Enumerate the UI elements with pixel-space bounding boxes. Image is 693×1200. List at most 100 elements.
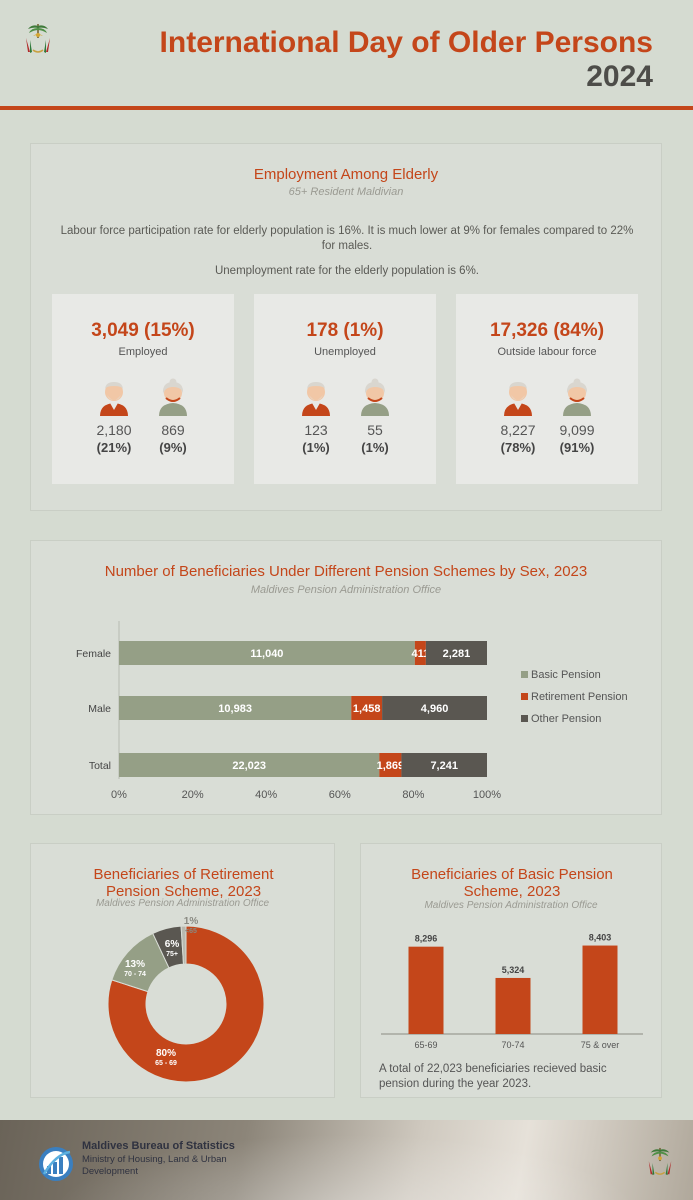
- data-label: 10,983: [218, 703, 252, 715]
- bureau-of-statistics-logo-icon: [39, 1147, 73, 1181]
- donut-slice: [180, 925, 187, 965]
- data-label: 5,324: [502, 965, 525, 975]
- employment-subtitle: 65+ Resident Maldivian: [288, 186, 404, 198]
- employment-panel: Employment Among Elderly 65+ Resident Ma…: [30, 143, 662, 511]
- legend-label: Basic Pension: [531, 669, 601, 681]
- x-tick-label: 40%: [255, 789, 277, 801]
- x-tick-label: 0%: [111, 789, 127, 801]
- basic-pension-bar-chart: 8,296 65-69 5,324 70-74 8,403 75 & over: [381, 933, 643, 1050]
- retirement-pension-panel: Beneficiaries of Retirement Pension Sche…: [30, 843, 335, 1098]
- page-header: International Day of Older Persons 2024: [0, 0, 693, 112]
- employed-female-pct: (9%): [159, 440, 187, 455]
- maldives-emblem-icon: [648, 1147, 672, 1176]
- elderly-man-icon: [302, 382, 330, 416]
- slice-pct-label: 1%: [184, 916, 199, 927]
- bar: [582, 945, 618, 1034]
- pension-schemes-panel: Number of Beneficiaries Under Different …: [30, 540, 662, 815]
- data-label: 7,241: [430, 760, 458, 772]
- slice-pct-label: 80%: [156, 1048, 176, 1059]
- maldives-emblem-icon: [26, 24, 50, 53]
- slice-pct-label: 6%: [165, 939, 180, 950]
- legend-swatch: [521, 715, 528, 722]
- category-label: Male: [88, 703, 111, 715]
- elderly-man-icon: [504, 382, 532, 416]
- employed-total: 3,049 (15%): [91, 320, 195, 341]
- elderly-woman-icon: [159, 378, 187, 416]
- outside-labour-force-total: 17,326 (84%): [489, 320, 605, 341]
- pension-chart-subtitle: Maldives Pension Administration Office: [250, 584, 442, 596]
- bar-segment: [414, 641, 426, 665]
- employed-female-count: 869: [161, 422, 185, 438]
- bar-segment: [379, 753, 402, 777]
- bar-segment: [401, 753, 487, 777]
- legend-swatch: [521, 693, 528, 700]
- outside-female-pct: (91%): [559, 440, 595, 455]
- bar-segment: [351, 696, 383, 720]
- unemployed-male-pct: (1%): [302, 440, 330, 455]
- data-label: 11,040: [250, 648, 283, 660]
- page-footer: Maldives Bureau of Statistics Ministry o…: [0, 1120, 693, 1200]
- slice-category-label: 65 - 69: [155, 1060, 177, 1067]
- retirement-chart-subtitle: Maldives Pension Administration Office: [95, 898, 270, 909]
- data-label: 1,458: [353, 703, 381, 715]
- bar-segment: [119, 641, 415, 665]
- data-label: 4,960: [421, 703, 449, 715]
- unemployed-female-pct: (1%): [361, 440, 389, 455]
- employed-label: Employed: [118, 346, 168, 358]
- retirement-donut-chart: 80%65 - 69 13%70 - 74 6%75+ 1%<65: [107, 916, 265, 1083]
- header-divider: [0, 106, 693, 110]
- elderly-man-icon: [100, 382, 128, 416]
- footer-ministry-line2: Development: [82, 1166, 138, 1177]
- bar-segment: [382, 696, 487, 720]
- basic-pension-note: A total of 22,023 beneficiaries recieved…: [379, 1063, 607, 1090]
- footer-organization: Maldives Bureau of Statistics: [82, 1140, 235, 1152]
- bar: [408, 946, 444, 1034]
- x-tick-label: 20%: [182, 789, 204, 801]
- basic-pension-panel: Beneficiaries of Basic Pension Scheme, 2…: [360, 843, 662, 1098]
- bar-segment: [119, 753, 380, 777]
- x-tick-label: 60%: [329, 789, 351, 801]
- x-tick-label: 80%: [402, 789, 424, 801]
- page-title-year: 2024: [586, 60, 653, 93]
- slice-pct-label: 13%: [125, 959, 145, 970]
- basic-chart-title: Beneficiaries of Basic Pension Scheme, 2…: [411, 866, 613, 900]
- x-tick-label: 70-74: [501, 1040, 524, 1050]
- unemployed-male-count: 123: [304, 422, 328, 438]
- pension-chart-title: Number of Beneficiaries Under Different …: [104, 563, 588, 580]
- participation-text: Labour force participation rate for elde…: [60, 225, 634, 252]
- data-label: 2,281: [443, 648, 471, 660]
- data-label: 8,296: [415, 934, 438, 944]
- data-label: 1,869: [377, 760, 405, 772]
- bar-segment: [425, 641, 487, 665]
- footer-ministry-line1: Ministry of Housing, Land & Urban: [82, 1154, 227, 1165]
- x-tick-label: 75 & over: [581, 1040, 620, 1050]
- employed-card: 3,049 (15%) Employed 2,180 (21%) 869 (9%…: [52, 294, 234, 484]
- outside-labour-force-label: Outside labour force: [497, 346, 597, 358]
- data-label: 8,403: [589, 933, 612, 943]
- bar-segment: [119, 696, 352, 720]
- data-label: 411: [411, 648, 429, 660]
- outside-male-count: 8,227: [500, 422, 536, 438]
- outside-labour-force-card: 17,326 (84%) Outside labour force 8,227 …: [456, 294, 638, 484]
- employment-title: Employment Among Elderly: [253, 166, 439, 183]
- page-title: International Day of Older Persons: [159, 26, 653, 59]
- outside-male-pct: (78%): [500, 440, 536, 455]
- category-label: Female: [76, 648, 111, 660]
- data-label: 22,023: [232, 760, 266, 772]
- unemployed-card: 178 (1%) Unemployed 123 (1%) 55 (1%): [254, 294, 436, 484]
- footer-photo-background: [0, 1120, 693, 1200]
- retirement-chart-title: Beneficiaries of Retirement Pension Sche…: [93, 866, 274, 900]
- employed-male-count: 2,180: [96, 422, 132, 438]
- legend-label: Retirement Pension: [531, 691, 628, 703]
- x-tick-label: 100%: [473, 789, 501, 801]
- donut-slice: [107, 925, 265, 1083]
- pension-stacked-bar-chart: 0% 20% 40% 60% 80% 100% Female 11,040 411 2,281 Ma…: [76, 621, 628, 801]
- outside-female-count: 9,099: [559, 422, 595, 438]
- unemployment-text: Unemployment rate for the elderly popula…: [214, 265, 479, 277]
- legend-label: Other Pension: [531, 713, 601, 725]
- basic-chart-subtitle: Maldives Pension Administration Office: [424, 900, 598, 911]
- x-tick-label: 65-69: [414, 1040, 437, 1050]
- elderly-woman-icon: [361, 378, 389, 416]
- unemployed-total: 178 (1%): [306, 320, 384, 341]
- employed-male-pct: (21%): [96, 440, 132, 455]
